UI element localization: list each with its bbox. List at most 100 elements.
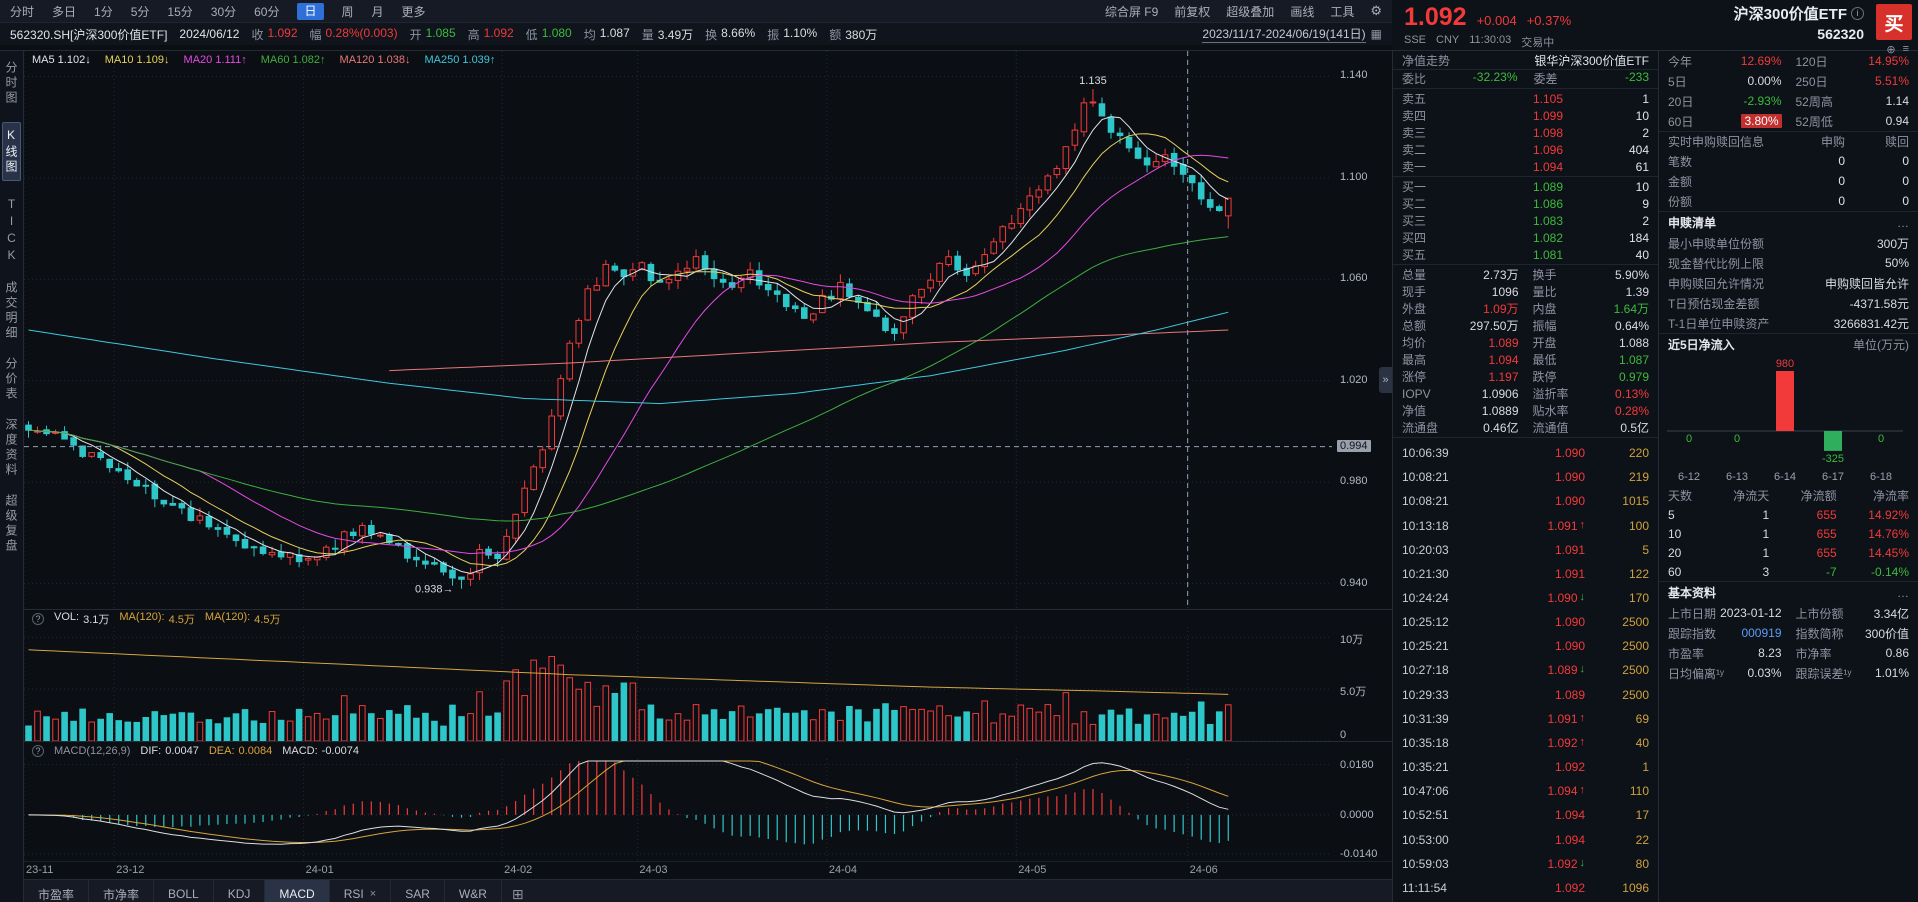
tick-row-11[interactable]: 10:31:39 1.091 ↑ 69 bbox=[1393, 707, 1658, 731]
toolbar-menu-item-0[interactable]: 综合屏 F9 bbox=[1104, 4, 1159, 19]
kline-chart-svg[interactable]: 1.135 0.938→ bbox=[24, 51, 1332, 609]
uptick-arrow-icon: ↑ bbox=[1579, 518, 1586, 531]
tick-row-6[interactable]: 10:24:24 1.090 ↓ 170 bbox=[1393, 586, 1658, 610]
period-tab-0[interactable]: 分时 bbox=[10, 4, 35, 19]
period-tab-3[interactable]: 5分 bbox=[130, 4, 150, 19]
instrument-name: 沪深300价值ETF bbox=[1733, 6, 1847, 23]
weicha-value: -233 bbox=[1624, 70, 1649, 84]
book-price[interactable]: 1.082 bbox=[1532, 230, 1563, 245]
tick-row-13[interactable]: 10:35:21 1.092 1 bbox=[1393, 755, 1658, 779]
tick-row-16[interactable]: 10:53:00 1.094 22 bbox=[1393, 828, 1658, 852]
section-title: 近5日净流入 bbox=[1668, 338, 1735, 352]
tick-row-15[interactable]: 10:52:51 1.094 17 bbox=[1393, 803, 1658, 827]
stat-value: 1096 bbox=[1491, 284, 1519, 299]
zoom-add-icon[interactable]: ⊕ bbox=[1886, 44, 1896, 56]
period-tab-5[interactable]: 30分 bbox=[210, 4, 237, 19]
period-tab-1[interactable]: 多日 bbox=[52, 4, 77, 19]
ohlc-field-label: 额 bbox=[829, 27, 842, 42]
basic-info-pair: 跟踪指数 000919 bbox=[1668, 625, 1782, 642]
book-price[interactable]: 1.096 bbox=[1532, 142, 1563, 157]
period-tab-10[interactable]: 更多 bbox=[401, 4, 426, 19]
toolbar-menu-item-1[interactable]: 前复权 bbox=[1174, 4, 1211, 19]
book-price[interactable]: 1.083 bbox=[1532, 213, 1563, 228]
help-icon[interactable]: ? bbox=[32, 612, 44, 625]
tick-row-1[interactable]: 10:08:21 1.090 219 bbox=[1393, 465, 1658, 489]
tick-row-5[interactable]: 10:21:30 1.091 122 bbox=[1393, 562, 1658, 586]
stat-label: 跌停 bbox=[1532, 370, 1557, 384]
indicator-tab-[interactable]: 市净率 bbox=[89, 880, 155, 902]
basic-info-value: 0.03% bbox=[1747, 666, 1782, 680]
basic-info-row-1: 跟踪指数 000919 指数简称 300价值 bbox=[1659, 623, 1918, 643]
tick-row-14[interactable]: 10:47:06 1.094 ↑ 110 bbox=[1393, 779, 1658, 803]
tick-row-4[interactable]: 10:20:03 1.091 5 bbox=[1393, 538, 1658, 562]
info-icon[interactable]: i bbox=[1851, 7, 1864, 20]
nav-row: 净值走势 银华沪深300价值ETF bbox=[1393, 51, 1658, 70]
macd-chart-svg[interactable] bbox=[24, 759, 1332, 861]
basic-info-pair: 日均偏离¹ʸ 0.03% bbox=[1668, 665, 1782, 682]
period-tab-8[interactable]: 周 bbox=[341, 4, 354, 19]
period-tab-7[interactable]: 日 bbox=[297, 2, 324, 20]
indicator-tab-macd[interactable]: MACD bbox=[265, 880, 330, 902]
volume-chart-svg[interactable] bbox=[24, 627, 1332, 741]
indicator-tab-rsi[interactable]: RSI × bbox=[330, 880, 392, 902]
sidebar-view-0[interactable]: 分时图 bbox=[4, 61, 18, 106]
calendar-icon[interactable]: ▦ bbox=[1370, 27, 1382, 41]
tick-trade-list[interactable]: 10:06:39 1.090 220 10:08:21 1.090 219 10:08:21… bbox=[1393, 439, 1658, 902]
tick-row-17[interactable]: 10:59:03 1.092 ↓ 80 bbox=[1393, 852, 1658, 876]
indicator-tab-kdj[interactable]: KDJ bbox=[214, 880, 266, 902]
ohlc-field-1: 幅 0.28%(0.003) bbox=[310, 26, 398, 43]
close-tab-icon[interactable]: × bbox=[369, 888, 377, 900]
book-price[interactable]: 1.094 bbox=[1532, 159, 1563, 174]
stat-value: 2.73万 bbox=[1483, 268, 1519, 282]
book-price[interactable]: 1.081 bbox=[1532, 247, 1563, 262]
macd-panel-header: ? MACD(12,26,9) DIF: 0.0047 DEA: 0.0084 MA… bbox=[24, 741, 1392, 759]
help-icon[interactable]: ? bbox=[32, 744, 44, 757]
symbol-label[interactable]: 562320.SH[沪深300价值ETF] bbox=[10, 27, 168, 42]
tick-row-10[interactable]: 10:29:33 1.089 2500 bbox=[1393, 683, 1658, 707]
tick-row-3[interactable]: 10:13:18 1.091 ↑ 100 bbox=[1393, 513, 1658, 537]
toolbar-menu-item-3[interactable]: 画线 bbox=[1290, 4, 1315, 19]
more-link[interactable]: … bbox=[1897, 585, 1909, 600]
toolbar-menu-item-2[interactable]: 超级叠加 bbox=[1226, 4, 1275, 19]
sidebar-view-1[interactable]: K线图 bbox=[2, 122, 21, 181]
date-range-label[interactable]: 2023/11/17-2024/06/19(141日) bbox=[1202, 27, 1366, 43]
nav-link[interactable]: 净值走势 bbox=[1402, 53, 1451, 68]
flow-days: 5 bbox=[1668, 507, 1675, 522]
tick-row-9[interactable]: 10:27:18 1.089 ↓ 2500 bbox=[1393, 658, 1658, 682]
indicator-tab-[interactable]: 市盈率 bbox=[24, 880, 90, 902]
tick-row-0[interactable]: 10:06:39 1.090 220 bbox=[1393, 441, 1658, 465]
sidebar-view-2[interactable]: TICK bbox=[4, 197, 19, 265]
indicator-tab-boll[interactable]: BOLL bbox=[154, 880, 214, 902]
tick-row-7[interactable]: 10:25:12 1.090 2500 bbox=[1393, 610, 1658, 634]
tick-row-2[interactable]: 10:08:21 1.090 1015 bbox=[1393, 489, 1658, 513]
add-indicator-icon[interactable]: ⊞ bbox=[511, 885, 524, 902]
book-price[interactable]: 1.086 bbox=[1532, 196, 1563, 211]
sidebar-view-6[interactable]: 超级复盘 bbox=[4, 494, 18, 554]
book-price[interactable]: 1.099 bbox=[1532, 108, 1563, 123]
tick-row-18[interactable]: 11:11:54 1.092 1096 bbox=[1393, 876, 1658, 900]
more-link[interactable]: … bbox=[1897, 215, 1909, 230]
period-tab-4[interactable]: 15分 bbox=[167, 4, 193, 19]
indicator-tab-wr[interactable]: W&R bbox=[445, 880, 502, 902]
period-tab-2[interactable]: 1分 bbox=[94, 4, 113, 19]
sidebar-view-3[interactable]: 成交明细 bbox=[4, 281, 18, 341]
book-price[interactable]: 1.089 bbox=[1532, 179, 1563, 194]
period-tab-6[interactable]: 60分 bbox=[254, 4, 280, 19]
orderbook-ask-row-1: 卖四 1.099 10 bbox=[1393, 107, 1658, 124]
flow-net-amount: 655 bbox=[1816, 526, 1837, 541]
stat-pair: 总量 2.73万 bbox=[1402, 266, 1519, 283]
book-volume: 184 bbox=[1628, 230, 1649, 245]
buy-button[interactable]: 买 bbox=[1876, 4, 1912, 40]
indicator-tab-sar[interactable]: SAR bbox=[391, 880, 445, 902]
settings-gear-icon[interactable]: ⚙ bbox=[1370, 3, 1382, 18]
toolbar-menu-item-4[interactable]: 工具 bbox=[1330, 4, 1355, 19]
sidebar-view-5[interactable]: 深度资料 bbox=[4, 418, 18, 478]
tick-row-8[interactable]: 10:25:21 1.090 2500 bbox=[1393, 634, 1658, 658]
book-price[interactable]: 1.105 bbox=[1532, 91, 1563, 106]
book-price[interactable]: 1.098 bbox=[1532, 125, 1563, 140]
period-tab-9[interactable]: 月 bbox=[371, 4, 384, 19]
tick-row-12[interactable]: 10:35:18 1.092 ↑ 40 bbox=[1393, 731, 1658, 755]
collapse-panel-button[interactable]: » bbox=[1379, 367, 1392, 393]
menu-icon[interactable]: ≡ bbox=[1902, 43, 1909, 55]
sidebar-view-4[interactable]: 分价表 bbox=[4, 357, 18, 402]
